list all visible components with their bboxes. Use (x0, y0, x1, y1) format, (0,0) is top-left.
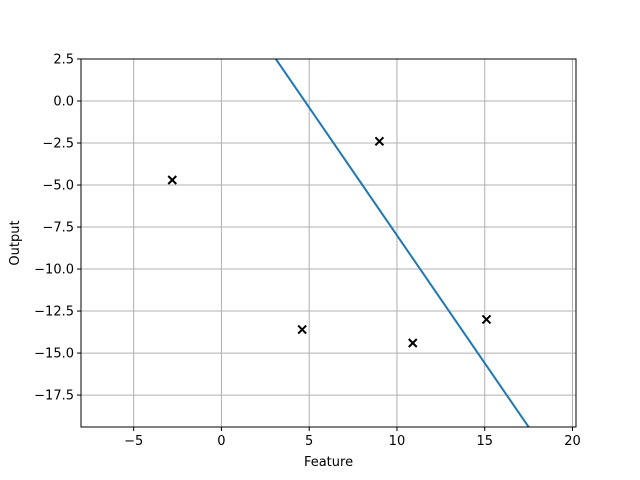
x-tick-label: 0 (217, 434, 225, 449)
y-tick-label: 2.5 (53, 53, 74, 68)
y-axis-label: Output (8, 220, 23, 265)
x-tick-label: 10 (389, 434, 406, 449)
plot-area (167, 59, 530, 427)
x-axis-label: Feature (304, 455, 353, 470)
data-point (374, 136, 385, 147)
y-tick-label: −2.5 (42, 137, 74, 152)
x-tick-label: −5 (124, 434, 143, 449)
y-tick-label: 0.0 (53, 95, 74, 110)
fit-line (275, 59, 530, 427)
y-tick-label: −5.0 (42, 179, 74, 194)
y-tick-label: −7.5 (42, 221, 74, 236)
axes-frame (80, 58, 577, 428)
y-tick-label: −15.0 (34, 347, 74, 362)
y-tick-label: −10.0 (34, 263, 74, 278)
y-tick-label: −17.5 (34, 389, 74, 404)
grid (81, 58, 576, 427)
y-tick-label: −12.5 (34, 305, 74, 320)
ticks: −5 0 5 10 15 20 2.5 0.0 −2.5 −5.0 −7.5 −10.0 −12.5 −1… (34, 53, 581, 450)
data-point (481, 314, 492, 325)
data-point (408, 338, 418, 348)
data-point (297, 324, 307, 335)
data-point (167, 175, 177, 185)
x-tick-label: 20 (564, 434, 581, 449)
x-tick-label: 5 (305, 434, 313, 449)
x-tick-label: 15 (476, 434, 493, 449)
